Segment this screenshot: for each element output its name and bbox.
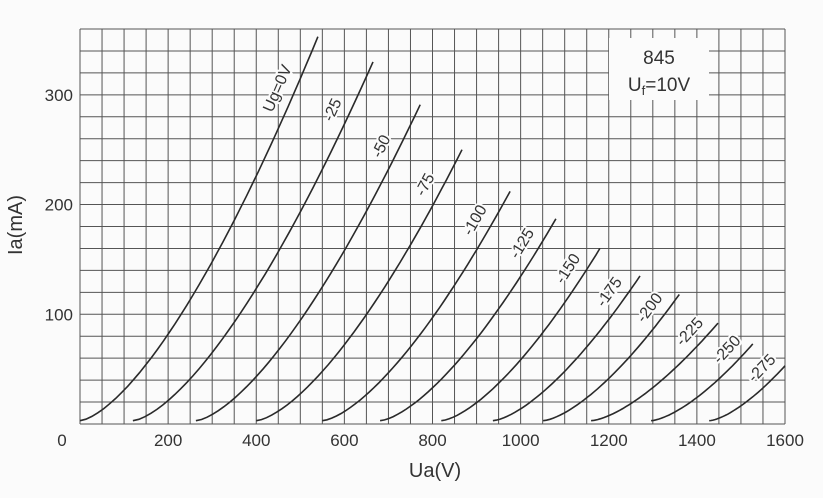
curve-label-text: -200 <box>634 290 667 326</box>
y-tick-label: 300 <box>45 86 73 105</box>
curve-label: -25 <box>318 94 347 126</box>
x-tick-label: 800 <box>418 431 446 450</box>
curve-175 <box>492 275 641 422</box>
curve-100 <box>322 191 511 422</box>
curve-225 <box>591 322 719 422</box>
y-tick-label: 200 <box>45 196 73 215</box>
x-axis-title: Ua(V) <box>409 460 461 482</box>
grid <box>79 28 786 425</box>
curve-label: -250 <box>708 330 746 369</box>
curve-275 <box>709 365 786 422</box>
x-tick-label: 0 <box>57 431 66 450</box>
curve-150 <box>441 247 601 422</box>
curve-25 <box>132 61 374 422</box>
tube-annotation: 845 Uf=10V <box>609 38 709 100</box>
x-tick-label: 1600 <box>766 431 804 450</box>
curve-125 <box>379 218 557 422</box>
tick-labels: 0 200 400 600 800 1000 1200 1400 1600 100 200 300 <box>45 86 804 450</box>
curve-label-text: -225 <box>673 315 707 350</box>
curve-label: Ug=0V <box>258 60 297 116</box>
curve-label: -225 <box>671 313 709 352</box>
curve-label: -275 <box>743 349 782 388</box>
x-tick-label: 1400 <box>678 431 716 450</box>
y-axis-title: Ia(mA) <box>5 195 27 255</box>
tube-type-label: 845 <box>643 48 675 69</box>
curve-200 <box>542 294 680 422</box>
x-tick-label: 600 <box>330 431 358 450</box>
curve-label-text: -250 <box>710 332 744 367</box>
curve-label-text: -25 <box>320 96 345 124</box>
curve-50 <box>195 104 421 422</box>
curve-label-text: Ug=0V <box>260 62 295 114</box>
curve-75 <box>256 149 463 422</box>
curve-label: -200 <box>632 288 669 328</box>
curve-label-text: -75 <box>413 171 439 199</box>
filament-voltage-label: Uf=10V <box>628 75 691 98</box>
y-tick-label: 100 <box>45 305 73 324</box>
curve-label: -50 <box>367 130 397 162</box>
x-tick-label: 1200 <box>590 431 628 450</box>
curve-250 <box>651 343 754 422</box>
annotation-background <box>609 38 709 100</box>
x-tick-label: 400 <box>242 431 270 450</box>
x-tick-label: 200 <box>154 431 182 450</box>
x-tick-label: 1000 <box>502 431 540 450</box>
curve-ug0v <box>79 36 319 422</box>
curve-label-text: -50 <box>369 132 395 160</box>
curve-label: -75 <box>411 169 441 201</box>
curve-label-text: -275 <box>745 351 780 386</box>
